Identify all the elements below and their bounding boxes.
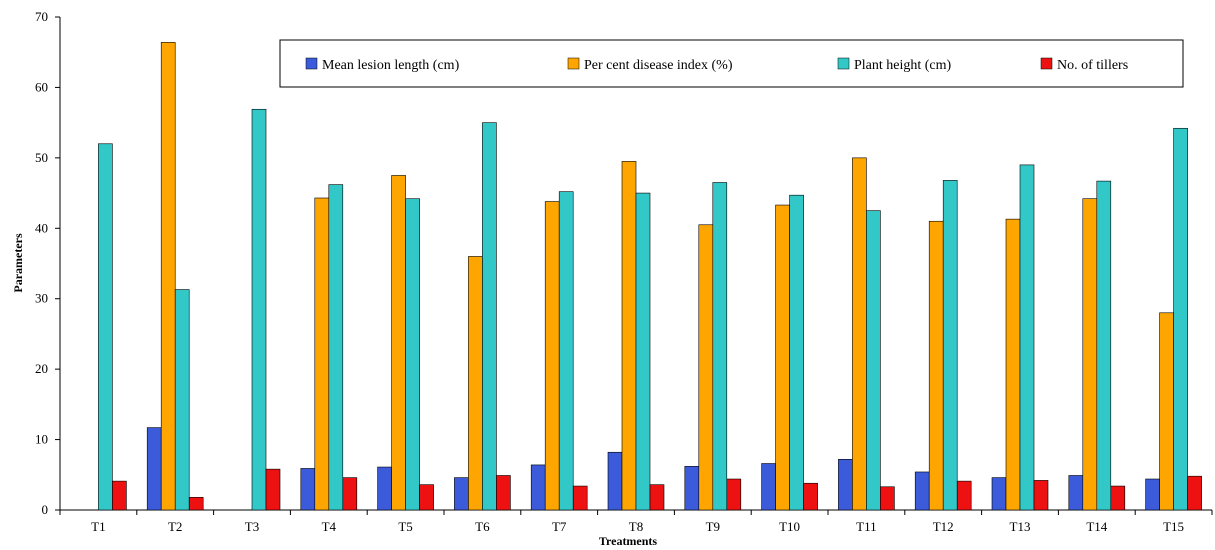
bar-t9-series-2 (698, 224, 714, 511)
x-tick-label: T8 (629, 519, 643, 534)
x-tick-label: T10 (779, 519, 800, 534)
bar-t4-series-4 (342, 477, 358, 511)
bar-t11-series-4 (880, 486, 895, 511)
bar-t6-series-4 (496, 475, 511, 511)
bar-t11-series-1 (838, 458, 853, 511)
y-tick-label: 20 (35, 361, 48, 376)
bar-t9-series-3 (712, 182, 728, 511)
bar-t15-series-3 (1173, 127, 1188, 511)
bar-t13-series-3 (1019, 164, 1035, 511)
bar-t14-series-1 (1068, 475, 1084, 511)
y-tick-label: 40 (35, 220, 48, 235)
bar-t15-series-1 (1145, 478, 1160, 511)
bar-t5-series-3 (405, 198, 420, 511)
y-tick-label: 70 (35, 9, 48, 24)
bar-t2-series-3 (174, 289, 190, 511)
bar-t10-series-1 (761, 463, 776, 511)
bar-t12-series-4 (956, 480, 972, 511)
legend-label-disease-index: Per cent disease index (%) (584, 58, 733, 73)
x-tick-label: T5 (398, 519, 412, 534)
bar-t7-series-4 (572, 485, 588, 511)
bar-t1-series-3 (98, 143, 113, 511)
x-tick-label: T6 (475, 519, 490, 534)
legend-swatch-disease-index (567, 57, 580, 70)
bar-t10-series-2 (775, 204, 790, 511)
bar-t11-series-3 (866, 210, 881, 511)
bar-t15-series-4 (1187, 475, 1202, 511)
bar-t3-series-3 (251, 108, 267, 511)
x-tick-label: T2 (168, 519, 182, 534)
bar-t7-series-3 (558, 191, 574, 511)
bar-t14-series-4 (1110, 485, 1126, 511)
y-tick-labels: 0 10 20 30 40 50 60 70 (35, 9, 60, 517)
bars (98, 42, 1202, 511)
y-tick-label: 10 (35, 432, 48, 447)
bar-t8-series-2 (621, 161, 637, 511)
bar-t2-series-1 (146, 427, 162, 511)
x-tick-label: T3 (245, 519, 259, 534)
bar-t12-series-2 (928, 220, 944, 511)
bar-t10-series-3 (789, 194, 804, 511)
bar-t12-series-3 (942, 180, 958, 511)
bar-t6-series-1 (454, 477, 469, 511)
bar-t14-series-3 (1096, 180, 1112, 511)
bar-t13-series-1 (991, 477, 1007, 511)
legend-swatch-tillers (1040, 57, 1053, 70)
x-tick-label: T11 (856, 519, 876, 534)
legend-label-tillers: No. of tillers (1057, 58, 1128, 73)
bar-t5-series-2 (391, 175, 406, 511)
bar-t2-series-4 (188, 497, 204, 511)
bar-t6-series-2 (468, 256, 483, 511)
x-tick-label: T12 (933, 519, 954, 534)
x-tick-label: T13 (1010, 519, 1031, 534)
bar-t3-series-4 (265, 468, 281, 511)
bar-t1-series-4 (112, 480, 127, 511)
bar-t13-series-4 (1033, 480, 1049, 511)
bar-t8-series-4 (649, 484, 665, 511)
bar-t6-series-3 (482, 122, 497, 511)
legend-label-plant-height: Plant height (cm) (854, 58, 952, 73)
bar-t11-series-2 (852, 157, 867, 511)
y-tick-label: 0 (42, 502, 49, 517)
x-tick-label: T15 (1163, 519, 1184, 534)
x-tick-label: T4 (322, 519, 337, 534)
y-axis-title: Parameters (11, 233, 25, 293)
legend-swatch-plant-height (837, 57, 850, 70)
bar-t12-series-1 (914, 471, 930, 511)
bar-t13-series-2 (1005, 218, 1021, 511)
x-tick-label: T14 (1086, 519, 1107, 534)
legend-label-mean-lesion: Mean lesion length (cm) (322, 58, 460, 73)
bar-t4-series-3 (328, 184, 344, 511)
x-tick-label: T7 (552, 519, 567, 534)
bar-t8-series-3 (635, 192, 651, 511)
x-axis-title: Treatments (599, 534, 658, 548)
y-tick-label: 30 (35, 291, 48, 306)
bar-t5-series-1 (377, 466, 392, 511)
y-tick-label: 60 (35, 79, 48, 94)
bar-t7-series-2 (544, 201, 560, 511)
legend-swatch-mean-lesion (305, 57, 318, 70)
x-tick-label: T1 (91, 519, 105, 534)
legend: Mean lesion length (cm) Per cent disease… (279, 39, 1184, 88)
legend-box (279, 39, 1184, 88)
bar-t4-series-1 (300, 468, 316, 511)
bar-t2-series-2 (160, 42, 176, 511)
bar-t5-series-4 (419, 484, 434, 511)
bar-t9-series-1 (684, 466, 700, 511)
bar-t10-series-4 (803, 482, 818, 511)
x-tick-labels: T1 T2 T3 T4 T5 T6 T7 T8 T9 T10 T11 T12 T13 T14 T15 (59, 510, 1213, 534)
bar-t8-series-1 (607, 451, 623, 511)
bar-t14-series-2 (1082, 198, 1098, 511)
bar-t15-series-2 (1159, 312, 1174, 511)
x-tick-label: T9 (706, 519, 720, 534)
bar-t7-series-1 (530, 464, 546, 511)
bar-t9-series-4 (726, 478, 742, 511)
y-tick-label: 50 (35, 150, 48, 165)
bar-t4-series-2 (314, 197, 330, 511)
